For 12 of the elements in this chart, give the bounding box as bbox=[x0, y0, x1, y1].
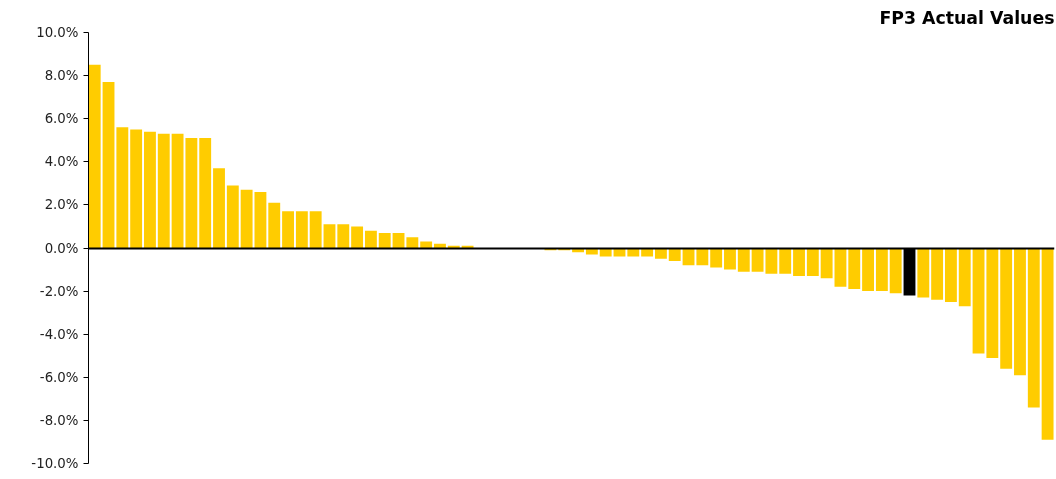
y-tick-label: 2.0% bbox=[44, 197, 79, 213]
y-tick-label: 4.0% bbox=[44, 154, 79, 170]
y-tick-label: -2.0% bbox=[39, 283, 79, 299]
y-tick-label: -10.0% bbox=[31, 456, 79, 471]
y-tick-label: -8.0% bbox=[39, 412, 79, 428]
y-tick-label: -6.0% bbox=[39, 369, 79, 385]
chart-title: FP3 Actual Values bbox=[879, 7, 1055, 28]
y-tick-label: 8.0% bbox=[44, 68, 79, 84]
y-tick-label: 10.0% bbox=[36, 25, 79, 40]
y-tick-label: 0.0% bbox=[44, 240, 79, 256]
y-tick-label: -4.0% bbox=[39, 326, 79, 342]
y-tick-label: 6.0% bbox=[44, 111, 79, 127]
